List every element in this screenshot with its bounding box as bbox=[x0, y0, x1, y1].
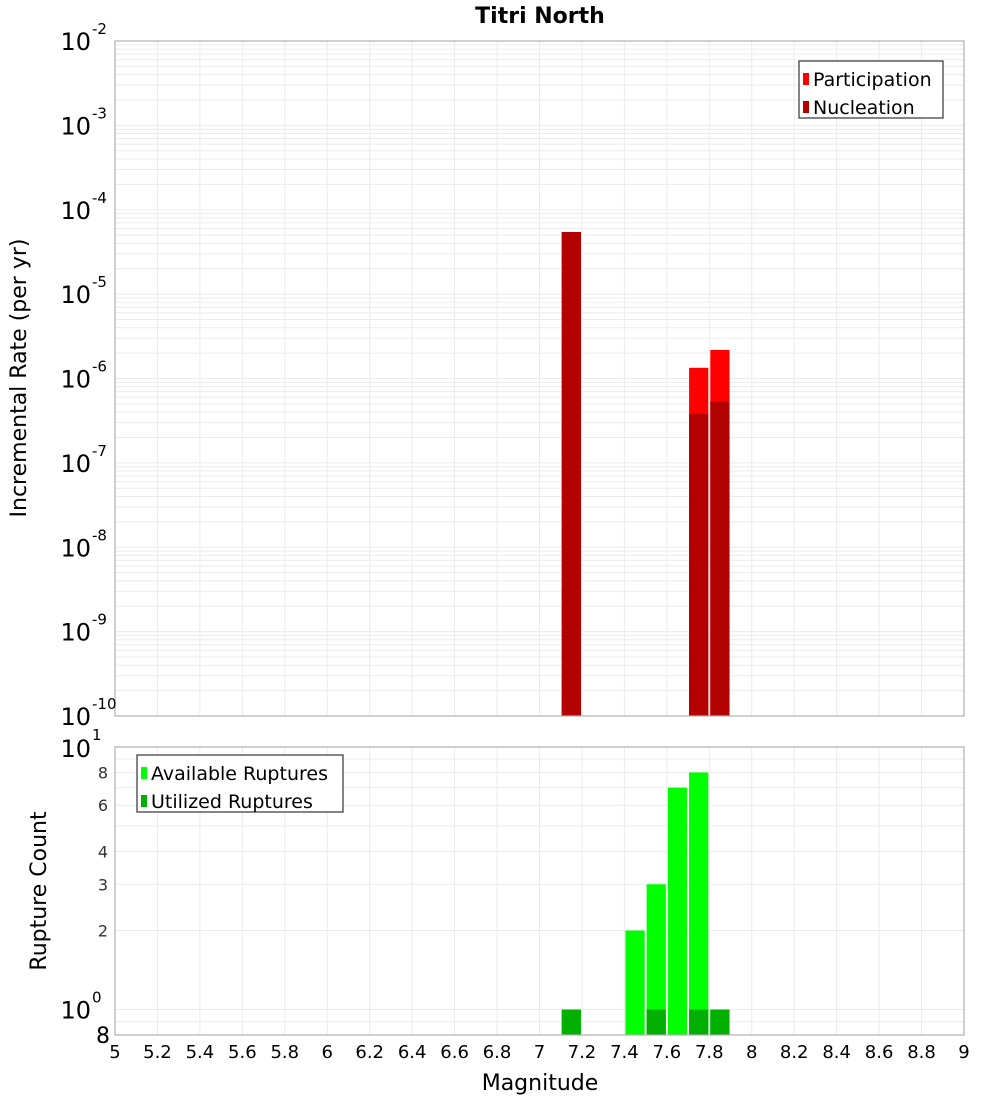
y-tick-label: 10 bbox=[60, 703, 91, 731]
y-tick-label: 10 bbox=[60, 619, 91, 647]
y-tick-label: 4 bbox=[98, 842, 108, 861]
y-tick-exponent: -10 bbox=[92, 695, 117, 713]
legend-swatch bbox=[803, 73, 809, 85]
x-tick-label: 7.6 bbox=[653, 1042, 682, 1063]
x-tick-label: 8.6 bbox=[865, 1042, 894, 1063]
bar-available-ruptures bbox=[625, 930, 645, 1035]
y-tick-label: 10 bbox=[60, 534, 91, 562]
legend-label: Participation bbox=[813, 69, 932, 91]
grid-lines bbox=[114, 747, 965, 1036]
x-tick-label: 5.8 bbox=[270, 1042, 299, 1063]
legend-label: Available Ruptures bbox=[151, 763, 328, 785]
y-tick-label: 3 bbox=[98, 875, 108, 894]
bar-available-ruptures bbox=[646, 884, 666, 1035]
legend-swatch bbox=[141, 795, 147, 807]
legend-swatch bbox=[803, 101, 809, 113]
y-tick-label: 8 bbox=[98, 763, 108, 782]
x-tick-label: 6.2 bbox=[355, 1042, 384, 1063]
x-tick-label: 7 bbox=[534, 1042, 545, 1063]
y-tick-label: 2 bbox=[98, 922, 108, 941]
x-tick-label: 8.8 bbox=[907, 1042, 936, 1063]
bar-available-ruptures bbox=[689, 772, 709, 1035]
y-tick-exponent: -3 bbox=[92, 104, 107, 122]
y-tick-exponent: -9 bbox=[92, 611, 107, 629]
x-axis-label: Magnitude bbox=[482, 1071, 599, 1096]
y-tick-exponent: -2 bbox=[92, 20, 107, 38]
bar-nucleation bbox=[689, 413, 709, 716]
y-tick-label: 10 bbox=[60, 28, 91, 56]
rate-plot: 10-210-310-410-510-610-710-810-910 -10Par… bbox=[60, 20, 965, 731]
x-tick-labels: 5 5.2 5.4 5.6 5.8 6 6.2 6.4 6.6 6.8 7 7.2 7.4 7.6 7.8 8… bbox=[109, 1042, 969, 1063]
rupture-legend: Available Ruptures Utilized Ruptures bbox=[136, 754, 344, 813]
y-tick-label: 10 bbox=[60, 366, 91, 394]
y-tick-label: 10 bbox=[60, 735, 91, 763]
bar-utilized-ruptures bbox=[646, 1009, 666, 1035]
y-tick-exponent: 1 bbox=[92, 726, 102, 744]
x-tick-label: 5 bbox=[109, 1042, 120, 1063]
y-tick-exponent: -7 bbox=[92, 442, 107, 460]
bar-nucleation bbox=[710, 401, 730, 716]
y-tick-label: 10 bbox=[60, 997, 91, 1025]
grid-lines bbox=[114, 41, 965, 717]
x-tick-label: 7.2 bbox=[568, 1042, 597, 1063]
bar-available-ruptures bbox=[667, 787, 688, 1035]
legend-label: Nucleation bbox=[813, 97, 915, 119]
x-tick-label: 6.6 bbox=[440, 1042, 469, 1063]
y-tick-labels: 10-210-310-410-510-610-710-810-910-10 bbox=[60, 20, 116, 731]
plot-frame bbox=[114, 40, 965, 717]
legend-label: Utilized Ruptures bbox=[151, 791, 313, 813]
x-tick-label: 5.4 bbox=[186, 1042, 215, 1063]
x-tick-label: 9 bbox=[958, 1042, 969, 1063]
legend-swatch bbox=[141, 767, 147, 779]
y-tick-exponent: -8 bbox=[92, 526, 107, 544]
y-tick-exponent: 0 bbox=[92, 989, 102, 1007]
plot-frame bbox=[114, 746, 965, 1036]
x-tick-label: 6.8 bbox=[483, 1042, 512, 1063]
x-tick-label: 8.4 bbox=[822, 1042, 851, 1063]
chart-title: Titri North bbox=[475, 4, 605, 29]
bars bbox=[561, 772, 730, 1035]
x-tick-label: 7.8 bbox=[695, 1042, 724, 1063]
y-tick-exponent: -5 bbox=[92, 273, 107, 291]
rate-legend: Participation Nucleation bbox=[798, 60, 944, 119]
y-tick-exponent: -4 bbox=[92, 189, 107, 207]
y-tick-label: 10 bbox=[60, 450, 91, 478]
y-tick-label: 6 bbox=[98, 796, 108, 815]
y-tick-exponent: -6 bbox=[92, 358, 107, 376]
top-y-axis-label: Incremental Rate (per yr) bbox=[7, 239, 32, 518]
bar-nucleation bbox=[561, 231, 581, 716]
x-tick-label: 6.4 bbox=[398, 1042, 427, 1063]
x-tick-label: 6 bbox=[322, 1042, 333, 1063]
x-tick-label: 8.2 bbox=[780, 1042, 809, 1063]
bars bbox=[561, 231, 730, 716]
x-tick-label: 5.6 bbox=[228, 1042, 257, 1063]
x-tick-label: 8 bbox=[746, 1042, 757, 1063]
y-tick-label: 8 bbox=[96, 1024, 110, 1049]
x-tick-label: 7.4 bbox=[610, 1042, 639, 1063]
bar-utilized-ruptures bbox=[689, 1009, 709, 1035]
bar-utilized-ruptures bbox=[710, 1009, 730, 1035]
y-tick-label: 10 bbox=[60, 197, 91, 225]
x-tick-label: 5.2 bbox=[143, 1042, 172, 1063]
y-tick-label: 10 bbox=[60, 112, 91, 140]
bar-utilized-ruptures bbox=[561, 1009, 581, 1035]
y-tick-label: 10 bbox=[60, 281, 91, 309]
bottom-y-axis-label: Rupture Count bbox=[27, 811, 52, 971]
